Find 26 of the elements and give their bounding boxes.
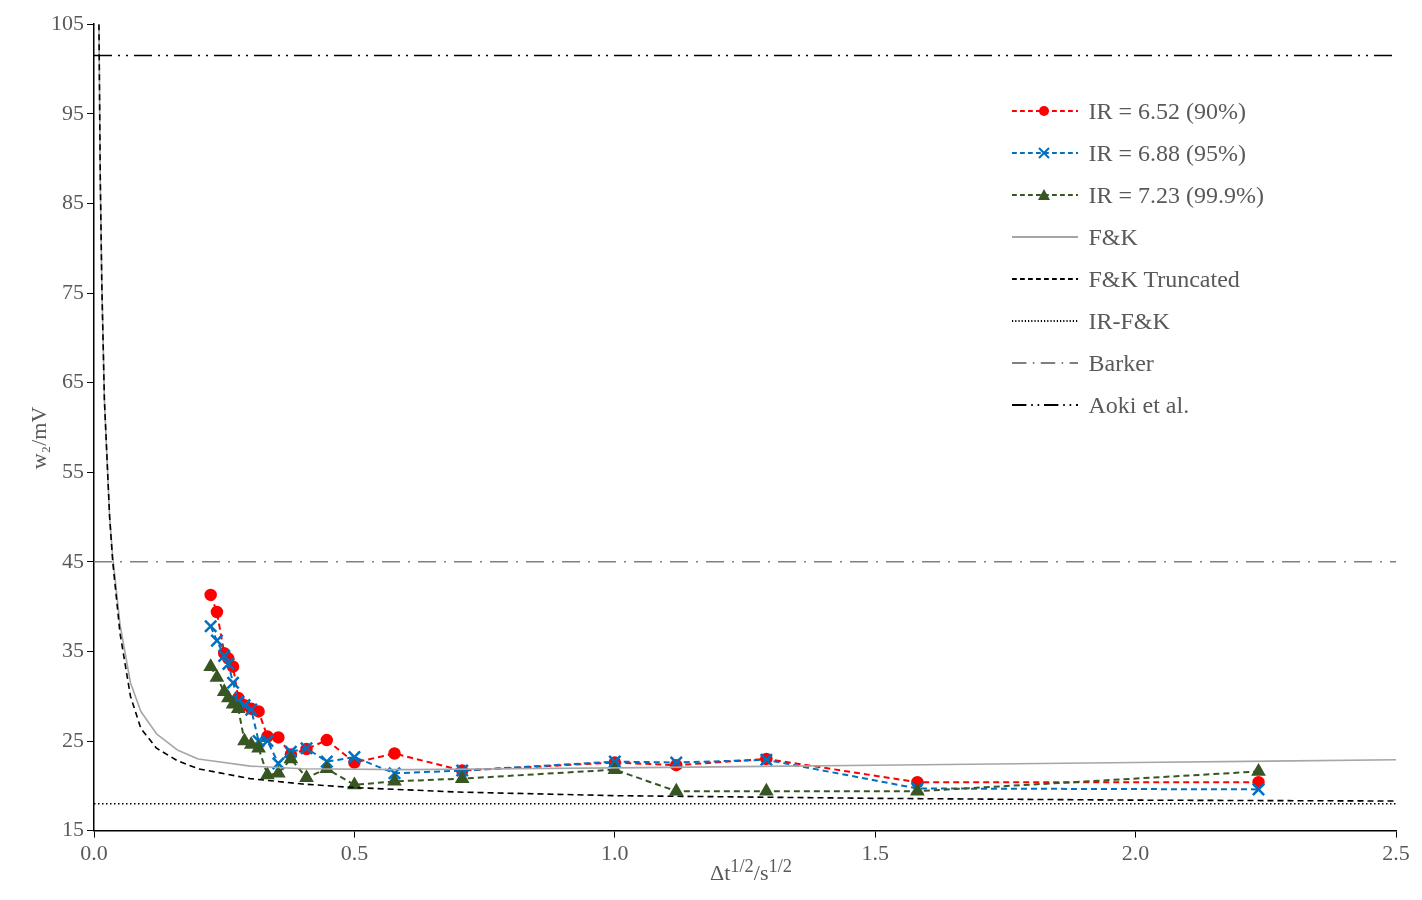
x-tick-label: 2.0 [1121,839,1150,865]
legend-label: IR = 7.23 (99.9%) [1088,181,1264,209]
legend-label: Barker [1088,349,1154,377]
y-tick-label: 65 [62,368,84,394]
legend-label: F&K [1088,223,1138,251]
y-tick-label: 95 [62,99,84,125]
y-tick-label: 45 [62,547,84,573]
y-tick-label: 85 [62,189,84,215]
x-tick-label: 1.0 [601,839,629,865]
y-tick-label: 55 [62,457,84,483]
y-tick-label: 25 [62,726,84,752]
y-tick-label: 105 [51,9,84,35]
legend-label: Aoki et al. [1088,391,1190,419]
x-tick-label: 1.5 [861,839,889,865]
legend-label: IR-F&K [1088,307,1170,335]
x-tick-label: 0.0 [80,839,108,865]
y-tick-label: 75 [62,278,84,304]
x-axis-title: Δt$^{1/2}$/s$^{1/2}$ [710,856,792,886]
y-tick-label: 15 [62,816,84,842]
x-tick-label: 2.5 [1382,839,1410,865]
y-tick-label: 35 [62,637,84,663]
legend-label: F&K Truncated [1088,265,1240,293]
y-axis-title: w₂/mV [26,406,52,470]
x-tick-label: 0.5 [340,839,369,865]
legend-label: IR = 6.88 (95%) [1088,139,1246,167]
legend-label: IR = 6.52 (90%) [1088,97,1246,125]
